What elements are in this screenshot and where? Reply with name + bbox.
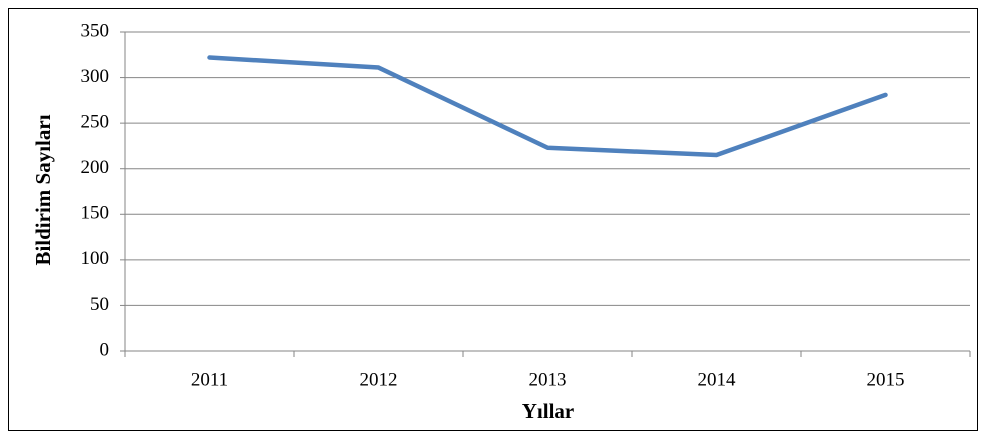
x-tick-label: 2011	[191, 369, 228, 390]
data-line	[207, 55, 888, 158]
x-tick-label: 2012	[360, 369, 398, 390]
x-tick-label: 2015	[867, 369, 905, 390]
y-tick-label: 150	[81, 203, 110, 224]
chart-border	[8, 8, 978, 431]
y-tick-label: 300	[81, 66, 110, 87]
y-tick-label: 100	[81, 248, 110, 269]
x-tick-label: 2014	[698, 369, 737, 390]
y-tick-label: 0	[100, 339, 110, 360]
y-tick-label: 200	[81, 157, 110, 178]
y-tick-label: 250	[81, 112, 110, 133]
y-tick-label: 350	[81, 20, 110, 41]
x-tick-label: 2013	[529, 369, 567, 390]
y-tick-label: 50	[90, 294, 109, 315]
y-axis-label: Bildirim Sayıları	[31, 114, 55, 265]
x-axis-label: Yıllar	[522, 399, 575, 423]
